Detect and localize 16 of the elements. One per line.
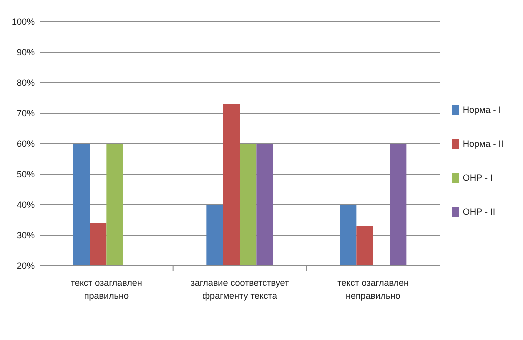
y-tick-label: 50% bbox=[16, 170, 35, 180]
y-tick-label: 70% bbox=[16, 108, 35, 119]
y-tick-label: 30% bbox=[16, 230, 35, 241]
legend-label: Норма - II bbox=[463, 139, 504, 150]
legend-label: ОНР - I bbox=[463, 173, 494, 184]
legend-label: ОНР - II bbox=[463, 207, 496, 218]
y-tick-label: 40% bbox=[16, 200, 35, 210]
y-tick-label: 80% bbox=[16, 78, 35, 88]
legend-label: Норма - I bbox=[463, 105, 502, 116]
y-tick-label: 60% bbox=[16, 139, 35, 150]
x-tick-label: заглавие соответствует фрагменту текста bbox=[190, 278, 290, 301]
x-tick-label: текст озаглавлен правильно bbox=[70, 278, 142, 301]
x-tick-label: текст озаглавлен неправильно bbox=[338, 278, 410, 301]
y-tick-label: 20% bbox=[16, 261, 35, 272]
y-tick-label: 90% bbox=[16, 48, 35, 58]
y-tick-label: 100% bbox=[12, 17, 35, 28]
